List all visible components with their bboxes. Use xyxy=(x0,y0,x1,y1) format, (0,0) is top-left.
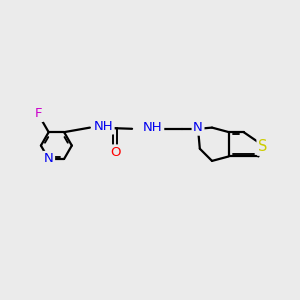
Text: NH: NH xyxy=(143,122,163,134)
Text: NH: NH xyxy=(93,120,113,133)
Text: S: S xyxy=(258,139,268,154)
Text: O: O xyxy=(110,146,120,159)
Text: F: F xyxy=(35,107,43,121)
Text: N: N xyxy=(193,121,203,134)
Text: N: N xyxy=(44,152,53,165)
